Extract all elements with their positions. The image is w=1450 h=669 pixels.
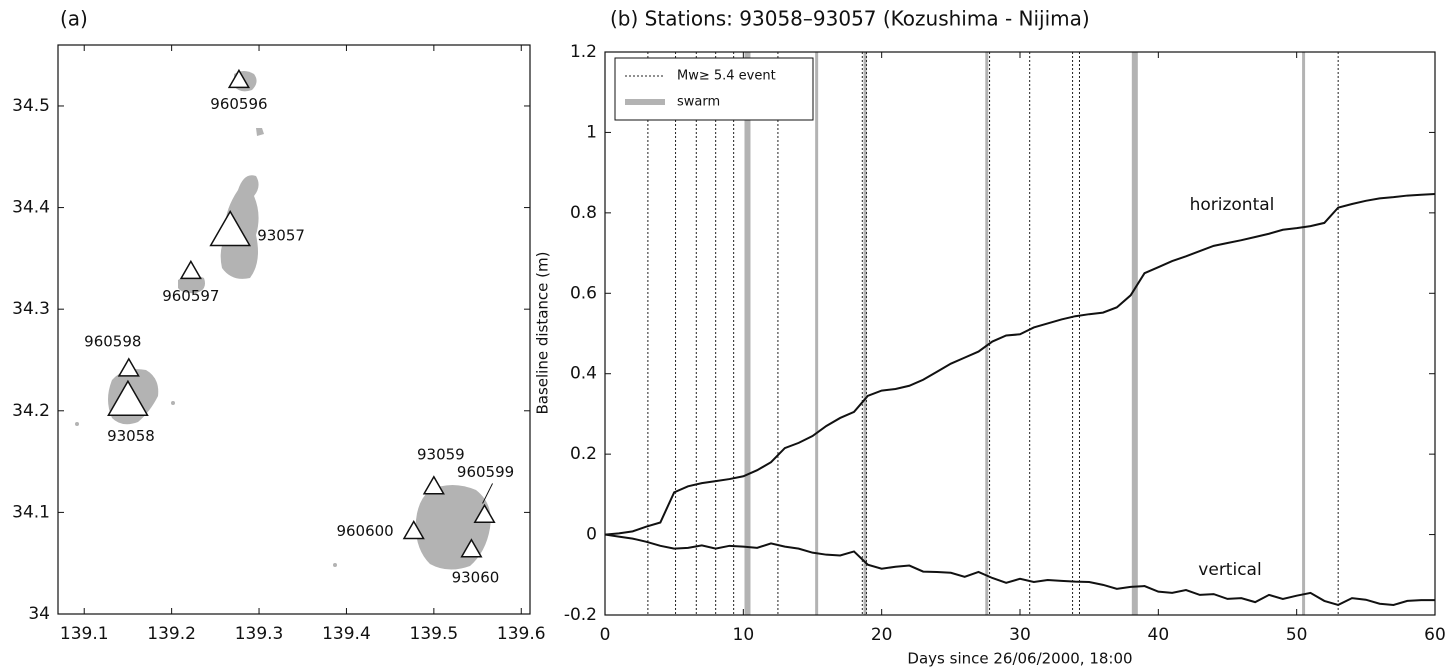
station-marker xyxy=(422,475,445,495)
y-tick-label: 34.5 xyxy=(12,96,50,116)
station-label: 93060 xyxy=(452,568,500,586)
y-tick-label: 0.6 xyxy=(570,283,597,303)
x-tick-label: 10 xyxy=(733,625,755,645)
legend-box xyxy=(614,57,814,121)
y-tick-label: 0.8 xyxy=(570,203,597,223)
station-label: 960600 xyxy=(336,522,393,540)
y-tick-label: -0.2 xyxy=(564,605,597,625)
y-tick-label: 34 xyxy=(28,604,50,624)
series-line xyxy=(604,533,1435,607)
station-label: 960598 xyxy=(84,333,141,351)
station-label: 93057 xyxy=(257,226,305,244)
y-tick-label: 1 xyxy=(586,122,597,142)
x-tick-label: 139.1 xyxy=(60,624,109,644)
x-tick-label: 0 xyxy=(600,625,611,645)
station-label: 93058 xyxy=(107,427,155,445)
series-label: horizontal xyxy=(1190,195,1275,215)
station-marker xyxy=(117,357,140,377)
station-marker xyxy=(209,210,252,247)
series-label: vertical xyxy=(1198,560,1261,580)
label-arrow xyxy=(482,483,493,504)
island xyxy=(333,563,337,567)
station-marker xyxy=(402,519,425,540)
island xyxy=(256,128,264,136)
y-tick-label: 0.2 xyxy=(570,444,597,464)
x-tick-label: 139.4 xyxy=(322,624,371,644)
y-axis-label: Baseline distance (m) xyxy=(534,251,552,414)
station-label: 960596 xyxy=(210,95,267,113)
x-tick-label: 139.2 xyxy=(147,624,196,644)
x-tick-label: 30 xyxy=(1009,625,1031,645)
y-tick-label: 34.4 xyxy=(12,198,50,218)
island xyxy=(171,401,175,405)
x-tick-label: 139.3 xyxy=(235,624,284,644)
station-label: 960599 xyxy=(457,463,514,481)
x-tick-label: 139.6 xyxy=(497,624,546,644)
plot-frame xyxy=(57,44,531,615)
legend-label: swarm xyxy=(677,95,720,110)
x-tick-label: 60 xyxy=(1424,625,1446,645)
y-tick-label: 34.2 xyxy=(12,401,50,421)
station-label: 960597 xyxy=(162,287,219,305)
panel-a-title: (a) xyxy=(60,7,88,31)
y-tick-label: 34.3 xyxy=(12,299,50,319)
station-marker xyxy=(473,503,496,523)
y-tick-label: 1.2 xyxy=(570,42,597,62)
x-tick-label: 139.5 xyxy=(410,624,459,644)
station-marker xyxy=(460,538,483,558)
island xyxy=(75,422,79,426)
series-line xyxy=(604,192,1436,536)
plot-frame xyxy=(604,51,1436,616)
legend-label: Mw≥ 5.4 event xyxy=(677,69,776,84)
x-tick-label: 40 xyxy=(1148,625,1170,645)
island xyxy=(178,275,205,294)
y-tick-label: 34.1 xyxy=(12,502,50,522)
y-tick-label: 0.4 xyxy=(570,364,597,384)
panel-b-title: (b) Stations: 93058–93057 (Kozushima - N… xyxy=(610,7,1090,31)
station-marker xyxy=(227,68,251,89)
x-tick-label: 20 xyxy=(871,625,893,645)
x-axis-label: Days since 26/06/2000, 18:00 xyxy=(907,650,1132,668)
x-tick-label: 50 xyxy=(1286,625,1308,645)
station-marker xyxy=(179,259,202,280)
station-label: 93059 xyxy=(417,445,465,463)
y-tick-label: 0 xyxy=(586,525,597,545)
station-marker xyxy=(107,379,149,416)
